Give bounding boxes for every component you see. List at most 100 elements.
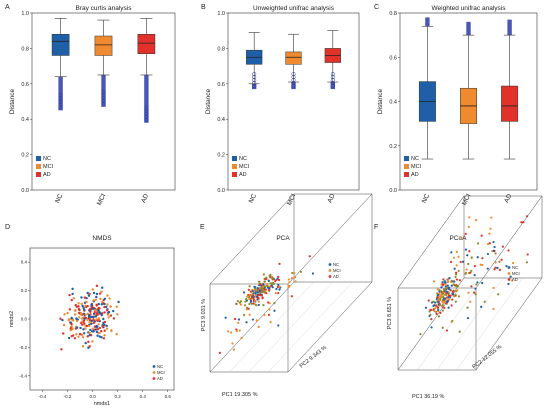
scatter-point bbox=[446, 284, 449, 287]
scatter-point bbox=[451, 298, 454, 301]
legend-label: AD bbox=[239, 172, 247, 178]
scatter-point bbox=[100, 336, 103, 339]
outlier-point bbox=[144, 111, 149, 116]
scatter-point bbox=[263, 291, 266, 294]
scatter-point bbox=[95, 330, 99, 334]
floor-gridline bbox=[436, 277, 504, 371]
box-iqr bbox=[285, 51, 302, 65]
scatter-point bbox=[450, 320, 453, 323]
y-tick-label: 0.0 bbox=[21, 317, 28, 322]
panel-b: B Unweighted unifrac analysis 0.0 0.2 0.4 0.6… bbox=[201, 4, 360, 207]
scatter-point bbox=[481, 263, 484, 267]
scatter-point bbox=[271, 276, 274, 279]
scatter-point bbox=[444, 293, 448, 296]
box-mci bbox=[460, 21, 477, 160]
scatter-point bbox=[277, 324, 280, 327]
scatter-point bbox=[429, 308, 433, 311]
scatter-point bbox=[77, 305, 80, 308]
scatter-point bbox=[456, 289, 459, 292]
scatter-point bbox=[98, 310, 101, 314]
scatter-point bbox=[90, 315, 93, 319]
outlier-band bbox=[252, 83, 257, 90]
axis-label-pc1: PC1 19.305 % bbox=[222, 392, 258, 398]
outlier-point bbox=[58, 96, 63, 101]
scatter-point bbox=[90, 322, 93, 325]
y-axis-label: Distance bbox=[9, 88, 16, 114]
panel-a: A Bray curtis analysis 0.0 0.2 0.4 0.6 0.8 1.0 D… bbox=[5, 4, 176, 207]
y-tick-label: 0.2 bbox=[217, 153, 225, 159]
y-tick-label: 0.2 bbox=[21, 288, 28, 293]
scatter-point bbox=[291, 271, 294, 275]
scatter-point bbox=[72, 296, 76, 300]
scatter-point bbox=[70, 322, 73, 326]
scatter-point bbox=[252, 295, 255, 299]
legend-swatch bbox=[36, 172, 41, 177]
x-axis-label: nmds1 bbox=[94, 401, 111, 407]
scatter-point bbox=[97, 306, 101, 310]
y-axis-label: nmds2 bbox=[9, 311, 15, 328]
scatter-point bbox=[80, 302, 83, 306]
scatter-point bbox=[473, 291, 476, 294]
scatter-point bbox=[92, 321, 96, 325]
scatter-point bbox=[468, 250, 471, 253]
scatter-point bbox=[268, 302, 271, 305]
scatter-point bbox=[454, 275, 457, 279]
scatter-point bbox=[480, 234, 483, 237]
scatter-point bbox=[494, 252, 497, 255]
y-tick-label: 1.0 bbox=[21, 11, 29, 17]
scatter-point bbox=[450, 251, 453, 254]
cube-edge bbox=[475, 195, 543, 289]
scatter-point bbox=[449, 289, 452, 292]
scatter-point bbox=[86, 318, 89, 322]
scatter-point bbox=[70, 325, 73, 328]
axis-label-pc3: PC3 8.651 % bbox=[387, 297, 393, 330]
scatter-point bbox=[96, 328, 99, 331]
plot-frame bbox=[29, 247, 175, 391]
scatter-point bbox=[87, 324, 91, 328]
legend-swatch bbox=[328, 275, 332, 278]
scatter-point bbox=[60, 348, 63, 351]
scatter-point bbox=[112, 317, 116, 320]
scatter-point bbox=[467, 225, 470, 229]
outlier-point bbox=[144, 108, 149, 113]
y-axis-label: Distance bbox=[377, 88, 384, 114]
scatter-point bbox=[479, 263, 482, 266]
scatter-point bbox=[92, 315, 95, 319]
scatter-point bbox=[98, 331, 101, 335]
scatter-point bbox=[96, 334, 99, 337]
scatter-point bbox=[427, 299, 430, 302]
scatter-point bbox=[277, 283, 280, 286]
y-tick-label: 0.4 bbox=[21, 117, 29, 123]
scatter-point bbox=[444, 281, 447, 284]
cube-edge bbox=[287, 193, 373, 285]
scatter-point bbox=[257, 325, 260, 329]
scatter-point bbox=[103, 305, 106, 309]
panel-f: F PCoA PC1 36.19 % PC2 12.055 % PC3 8.651 % N… bbox=[374, 195, 543, 400]
scatter-point bbox=[248, 285, 251, 288]
legend-swatch bbox=[36, 164, 41, 169]
scatter-point bbox=[248, 293, 251, 297]
scatter-point bbox=[77, 307, 81, 311]
scatter-point bbox=[261, 297, 264, 300]
scatter-point bbox=[67, 336, 71, 340]
scatter-point bbox=[81, 335, 85, 339]
scatter-point bbox=[455, 271, 458, 274]
scatter-point bbox=[81, 345, 85, 348]
chart-title: Bray curtis analysis bbox=[76, 5, 133, 12]
panel-c: C Weighted unifrac analysis 0.0 0.2 0.4 0.6 0.… bbox=[374, 4, 538, 207]
scatter-point bbox=[432, 300, 435, 303]
outlier-band bbox=[425, 17, 430, 27]
floor-gridline bbox=[417, 277, 484, 371]
box-nc bbox=[51, 18, 70, 111]
scatter-point bbox=[254, 299, 257, 302]
scatter-point bbox=[77, 311, 81, 315]
outlier-point bbox=[330, 84, 335, 89]
scatter-point bbox=[260, 286, 263, 289]
chart-title: NMDS bbox=[92, 235, 112, 242]
scatter-point bbox=[75, 305, 78, 308]
scatter-point bbox=[274, 292, 277, 295]
scatter-point bbox=[444, 288, 447, 291]
scatter-point bbox=[103, 320, 107, 324]
box-ad bbox=[324, 30, 341, 90]
